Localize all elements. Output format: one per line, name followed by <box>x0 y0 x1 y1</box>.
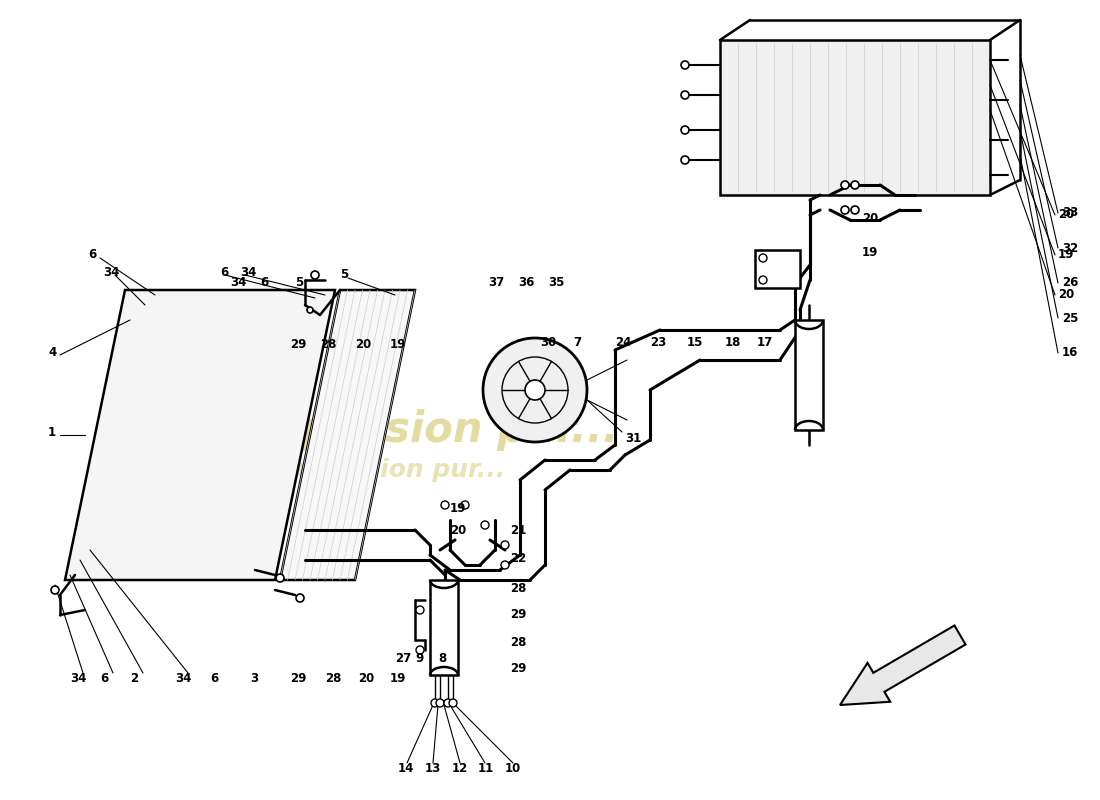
Text: 19: 19 <box>390 338 406 351</box>
Circle shape <box>441 501 449 509</box>
Text: 6: 6 <box>260 275 268 289</box>
Text: 34: 34 <box>175 671 191 685</box>
Circle shape <box>449 699 456 707</box>
Bar <box>755 250 800 288</box>
Circle shape <box>525 380 544 400</box>
Circle shape <box>436 699 444 707</box>
Circle shape <box>759 276 767 284</box>
Text: 13: 13 <box>425 762 441 774</box>
Circle shape <box>500 541 509 549</box>
Text: 10: 10 <box>505 762 521 774</box>
Text: 23: 23 <box>650 335 667 349</box>
Text: 33: 33 <box>1062 206 1078 219</box>
Text: 28: 28 <box>320 338 337 351</box>
Circle shape <box>51 586 59 594</box>
Text: a passion pur...: a passion pur... <box>260 409 618 451</box>
Text: 29: 29 <box>510 662 527 674</box>
Circle shape <box>851 206 859 214</box>
Text: 37: 37 <box>488 275 504 289</box>
Text: 34: 34 <box>230 275 246 289</box>
Text: 36: 36 <box>518 275 535 289</box>
Circle shape <box>851 181 859 189</box>
Text: 34: 34 <box>70 671 87 685</box>
Bar <box>795 320 823 430</box>
Text: 16: 16 <box>1062 346 1078 359</box>
Text: 7: 7 <box>573 335 581 349</box>
Text: 19: 19 <box>390 671 406 685</box>
Text: 15: 15 <box>688 335 703 349</box>
Text: 1: 1 <box>48 426 56 439</box>
Text: 25: 25 <box>1062 311 1078 325</box>
Text: 19: 19 <box>862 246 879 259</box>
Text: 20: 20 <box>358 671 374 685</box>
Text: 11: 11 <box>478 762 494 774</box>
Circle shape <box>296 594 304 602</box>
Circle shape <box>681 126 689 134</box>
Circle shape <box>842 206 849 214</box>
Circle shape <box>431 699 439 707</box>
Text: 12: 12 <box>452 762 469 774</box>
Text: 9: 9 <box>415 651 424 665</box>
Text: 5: 5 <box>295 275 304 289</box>
Circle shape <box>842 181 849 189</box>
Text: 30: 30 <box>540 335 557 349</box>
Text: 17: 17 <box>757 335 773 349</box>
Text: 5: 5 <box>340 269 349 282</box>
Text: 34: 34 <box>240 266 256 278</box>
Text: 3: 3 <box>250 671 258 685</box>
Text: 28: 28 <box>324 671 341 685</box>
Text: a passion pur...: a passion pur... <box>290 458 505 482</box>
Circle shape <box>461 501 469 509</box>
Text: 18: 18 <box>725 335 741 349</box>
Text: 20: 20 <box>355 338 372 351</box>
Text: 35: 35 <box>548 275 564 289</box>
Bar <box>430 580 458 675</box>
Circle shape <box>483 338 587 442</box>
Text: 22: 22 <box>510 551 526 565</box>
Text: 20: 20 <box>1058 289 1075 302</box>
Text: 24: 24 <box>615 335 631 349</box>
Text: 32: 32 <box>1062 242 1078 254</box>
Circle shape <box>276 574 284 582</box>
Circle shape <box>416 646 424 654</box>
Circle shape <box>681 61 689 69</box>
Text: 21: 21 <box>510 523 526 537</box>
Polygon shape <box>65 290 336 580</box>
Text: 29: 29 <box>510 609 527 622</box>
Text: 29: 29 <box>290 671 307 685</box>
Bar <box>720 40 990 195</box>
Circle shape <box>444 699 452 707</box>
Circle shape <box>416 606 424 614</box>
Text: 20: 20 <box>450 523 466 537</box>
Text: 20: 20 <box>862 211 878 225</box>
Text: 27: 27 <box>395 651 411 665</box>
Text: 28: 28 <box>510 637 527 650</box>
Text: 20: 20 <box>1058 209 1075 222</box>
Text: 28: 28 <box>510 582 527 594</box>
FancyArrow shape <box>840 626 966 705</box>
Circle shape <box>311 271 319 279</box>
Text: 14: 14 <box>398 762 415 774</box>
Text: 6: 6 <box>88 249 97 262</box>
Text: 34: 34 <box>103 266 120 278</box>
Text: 6: 6 <box>220 266 229 278</box>
Circle shape <box>481 521 490 529</box>
Text: 31: 31 <box>625 431 641 445</box>
Polygon shape <box>280 290 415 580</box>
Text: 19: 19 <box>450 502 466 514</box>
Circle shape <box>681 91 689 99</box>
Text: 19: 19 <box>1058 249 1075 262</box>
Circle shape <box>500 561 509 569</box>
Text: 6: 6 <box>100 671 108 685</box>
Text: 4: 4 <box>48 346 56 359</box>
Text: 26: 26 <box>1062 277 1078 290</box>
Circle shape <box>681 156 689 164</box>
Text: 6: 6 <box>210 671 218 685</box>
Circle shape <box>759 254 767 262</box>
Text: 29: 29 <box>290 338 307 351</box>
Circle shape <box>307 307 314 313</box>
Text: 8: 8 <box>438 651 447 665</box>
Text: 2: 2 <box>130 671 139 685</box>
